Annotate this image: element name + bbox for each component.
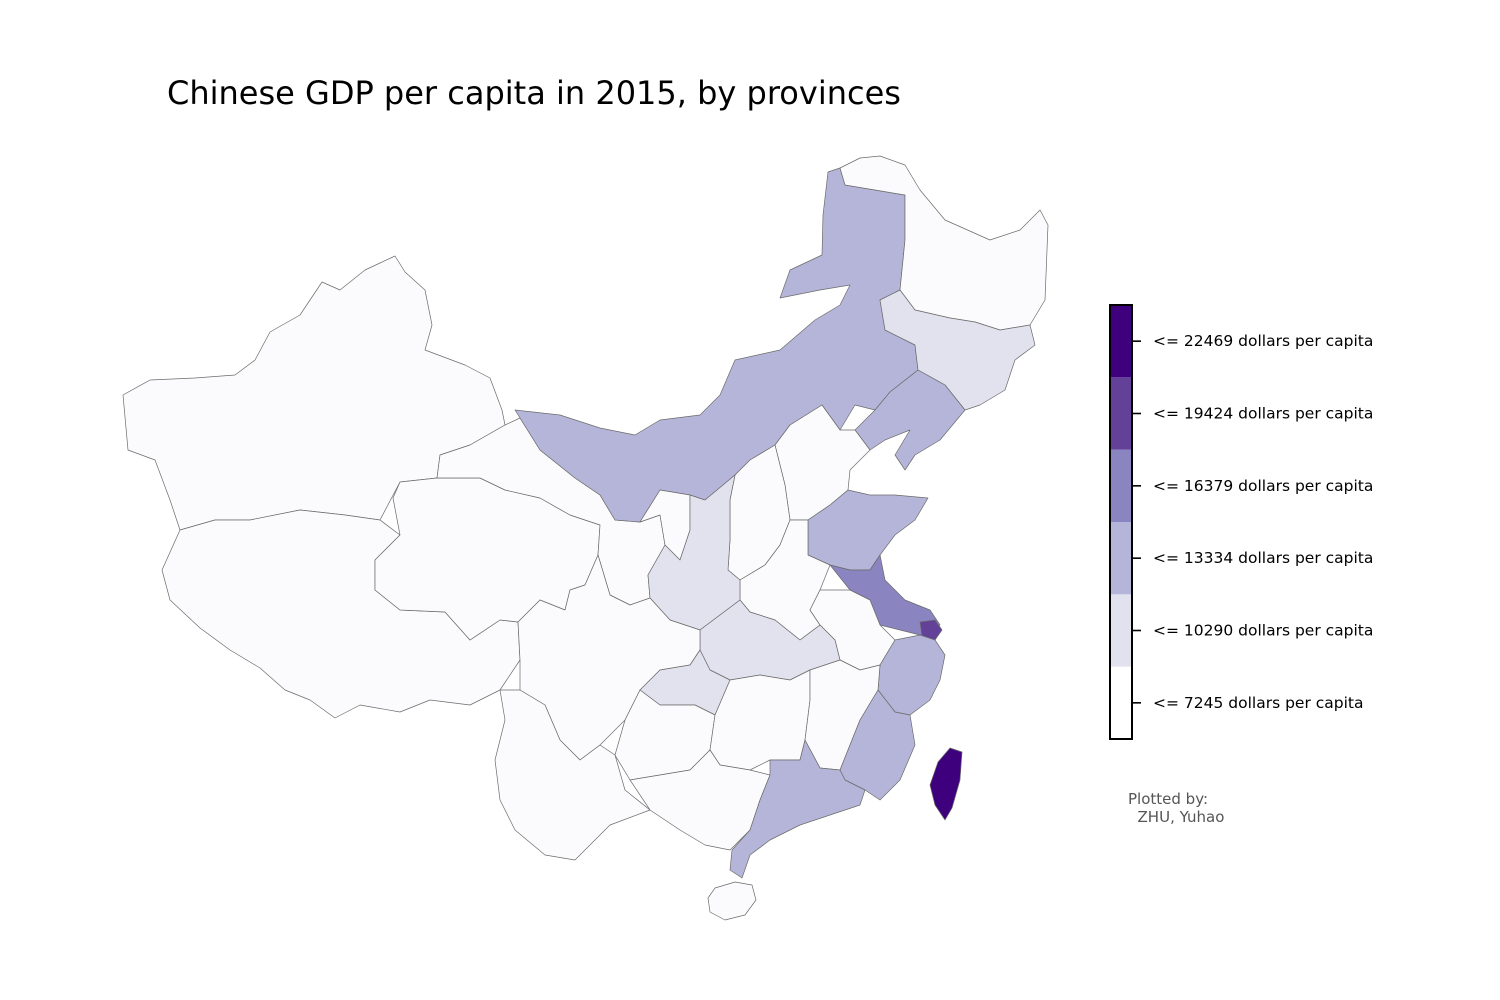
colorbar-swatch	[1110, 522, 1132, 595]
province-taiwan[interactable]	[929, 747, 963, 821]
colorbar-tick-label: <= 7245 dollars per capita	[1153, 694, 1364, 712]
colorbar-swatch	[1110, 377, 1132, 450]
province-hainan[interactable]	[707, 881, 757, 921]
province-fujian[interactable]	[839, 689, 916, 801]
credit-line-2: ZHU, Yuhao	[1128, 808, 1225, 826]
colorbar-frame	[1109, 304, 1133, 740]
credit-line-1: Plotted by:	[1128, 790, 1209, 808]
colorbar-tick-label: <= 19424 dollars per capita	[1153, 405, 1373, 423]
province-jilin[interactable]	[879, 289, 1036, 411]
province-guangdong[interactable]	[729, 739, 866, 879]
colorbar-tick-label: <= 22469 dollars per capita	[1153, 332, 1373, 350]
colorbar-swatch	[1110, 594, 1132, 667]
colorbar-legend: <= 7245 dollars per capita <= 10290 dolla…	[1109, 304, 1373, 740]
province-inner-mongolia[interactable]	[514, 167, 919, 523]
map-title: Chinese GDP per capita in 2015, by provi…	[167, 74, 901, 112]
province-heilongjiang[interactable]	[839, 155, 1049, 331]
colorbar-swatch	[1110, 305, 1132, 378]
plot-credit: Plotted by: ZHU, Yuhao	[1128, 790, 1224, 826]
colorbar-tick-label: <= 10290 dollars per capita	[1153, 622, 1373, 640]
colorbar-tick-label: <= 16379 dollars per capita	[1153, 477, 1373, 495]
colorbar-tick-label: <= 13334 dollars per capita	[1153, 549, 1373, 567]
colorbar-swatch	[1110, 666, 1132, 739]
colorbar-swatch	[1110, 449, 1132, 522]
province-liaoning[interactable]	[854, 369, 966, 471]
province-shanghai[interactable]	[919, 619, 943, 641]
province-layer	[122, 155, 1049, 921]
